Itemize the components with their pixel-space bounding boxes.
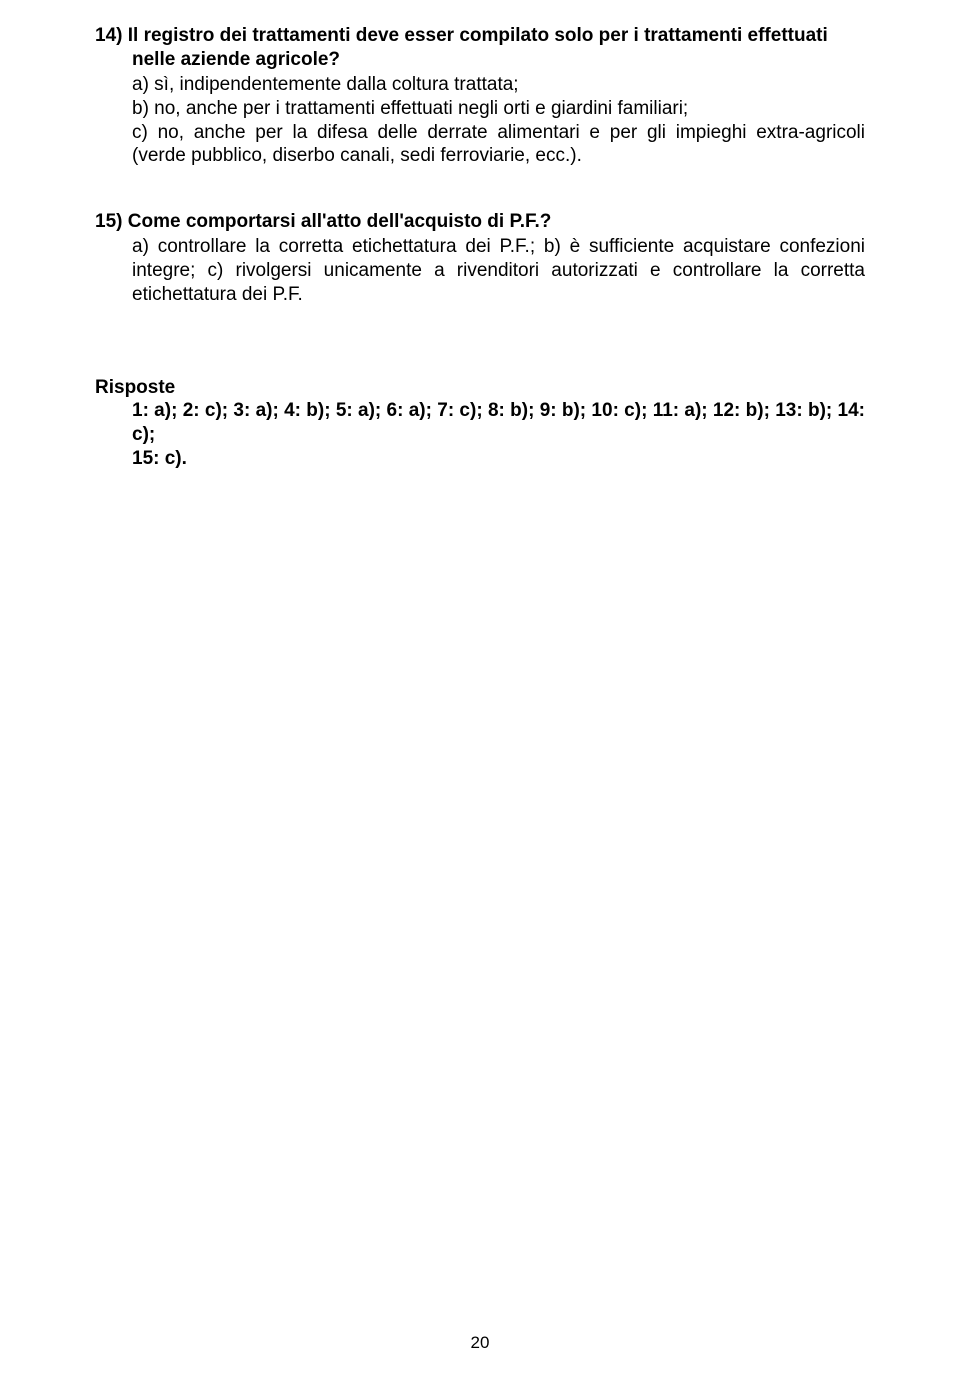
page-number: 20 — [0, 1333, 960, 1353]
question-15-answer-a: a) controllare la corretta etichettatura… — [132, 236, 535, 257]
question-14-number: 14) — [95, 25, 122, 46]
question-15-title: 15) Come comportarsi all'atto dell'acqui… — [95, 210, 865, 234]
question-15-answers: a) controllare la corretta etichettatura… — [95, 235, 865, 307]
answers-key-line2: 15: c). — [132, 448, 187, 469]
answers-key-line1: 1: a); 2: c); 3: a); 4: b); 5: a); 6: a)… — [132, 400, 865, 445]
question-14-title-line2: nelle aziende agricole? — [95, 48, 865, 72]
question-14-answer-a: a) sì, indipendentemente dalla coltura t… — [132, 73, 865, 97]
document-page: 14) Il registro dei trattamenti deve ess… — [0, 0, 960, 1385]
answers-key-heading: Risposte — [95, 377, 865, 399]
question-14: 14) Il registro dei trattamenti deve ess… — [95, 24, 865, 168]
question-15-answer-c: c) rivolgersi unicamente a rivenditori a… — [132, 260, 865, 305]
question-15-title-text: Come comportarsi all'atto dell'acquisto … — [128, 211, 552, 232]
question-14-answers: a) sì, indipendentemente dalla coltura t… — [95, 73, 865, 169]
question-14-title-line1: Il registro dei trattamenti deve esser c… — [128, 25, 828, 46]
question-14-title: 14) Il registro dei trattamenti deve ess… — [95, 24, 865, 73]
question-15-number: 15) — [95, 211, 122, 232]
question-14-answer-c: c) no, anche per la difesa delle derrate… — [132, 121, 865, 169]
question-15: 15) Come comportarsi all'atto dell'acqui… — [95, 210, 865, 306]
question-14-answer-b: b) no, anche per i trattamenti effettuat… — [132, 97, 865, 121]
answers-key: Risposte 1: a); 2: c); 3: a); 4: b); 5: … — [95, 377, 865, 472]
answers-key-body: 1: a); 2: c); 3: a); 4: b); 5: a); 6: a)… — [95, 399, 865, 472]
